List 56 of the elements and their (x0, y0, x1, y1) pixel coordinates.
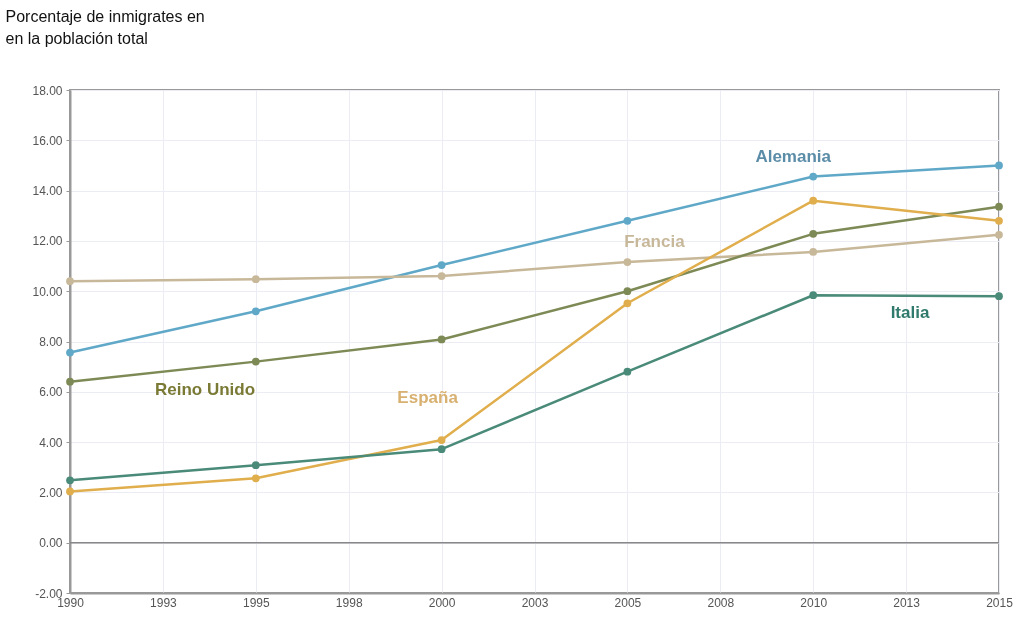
y-tick-label: 16.00 (32, 133, 63, 148)
point (66, 377, 74, 386)
series-label: Reino Unido (154, 379, 256, 399)
point (251, 307, 260, 316)
series-label: Francia (624, 232, 686, 252)
point (66, 487, 74, 496)
y-tick-label: 14.00 (32, 184, 63, 199)
point (809, 291, 818, 300)
point (437, 445, 446, 454)
point (809, 196, 818, 205)
y-axis-title: Porcentaje de inmigrates en en la población total (5, 7, 205, 47)
point (623, 367, 632, 376)
point (66, 348, 74, 357)
y-tick-label: 18.00 (32, 83, 63, 98)
point (251, 275, 260, 283)
point (66, 277, 74, 286)
point (809, 229, 818, 238)
y-tick-label: 12.00 (32, 234, 63, 249)
point (809, 172, 818, 181)
point (623, 258, 632, 266)
point (437, 335, 446, 344)
x-tick-label: 2008 (707, 595, 735, 610)
point (995, 216, 1003, 225)
series-label: Italia (890, 303, 930, 323)
x-tick-label: 2003 (521, 595, 549, 610)
x-tick-label: 2010 (800, 595, 828, 610)
point (995, 231, 1003, 239)
point (623, 287, 632, 296)
point (995, 161, 1003, 170)
point (623, 299, 632, 308)
point (437, 436, 446, 444)
x-tick-label: 2013 (893, 595, 921, 610)
series-label: Alemania (755, 146, 832, 166)
y-tick-label: 10.00 (32, 284, 63, 299)
x-tick-label: 1995 (242, 595, 270, 610)
x-tick-label: 1993 (150, 595, 178, 610)
point (251, 474, 260, 483)
y-tick-label: 2.00 (39, 485, 63, 500)
y-tick-label: 0.00 (39, 536, 63, 551)
point (437, 272, 446, 280)
x-tick-label: 2000 (428, 595, 456, 610)
point (995, 202, 1003, 211)
x-tick-label: 2005 (614, 595, 642, 610)
point (809, 248, 818, 256)
x-tick-label: 1998 (335, 595, 363, 610)
point (623, 216, 632, 225)
point (437, 261, 446, 269)
point (251, 461, 260, 470)
y-tick-label: 4.00 (39, 435, 63, 450)
point (251, 357, 260, 366)
point (995, 292, 1003, 301)
x-tick-label: 2015 (986, 595, 1014, 610)
series-label: España (397, 388, 459, 408)
point (66, 476, 74, 485)
y-tick-label: 8.00 (39, 335, 63, 349)
y-tick-label: 6.00 (39, 385, 63, 400)
